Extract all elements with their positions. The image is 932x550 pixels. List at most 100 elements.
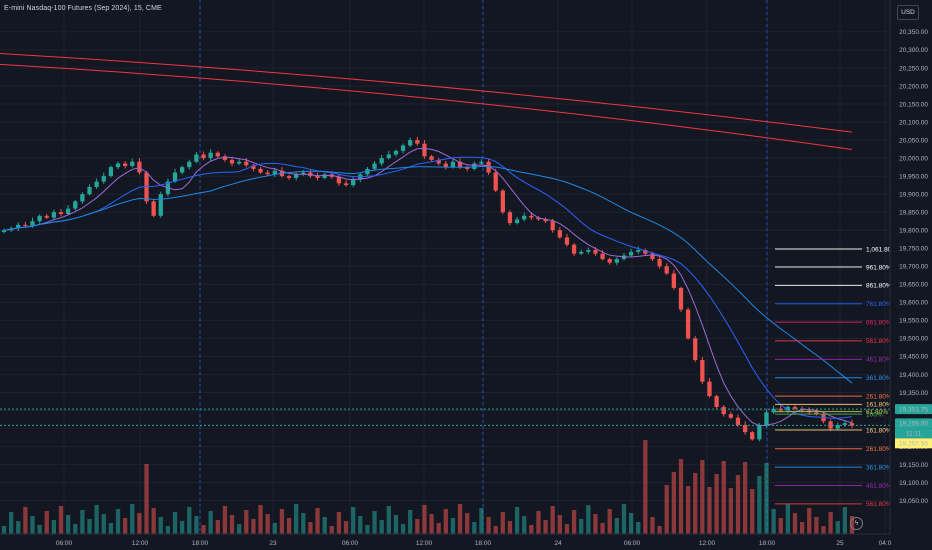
volume-bar [351,507,356,534]
volume-bar [650,517,655,534]
volume-bar [94,505,99,534]
volume-bar [607,509,612,534]
candle [58,212,64,215]
volume-bar [486,517,491,534]
volume-bar [828,512,833,534]
volume-bar [628,513,634,534]
candle [814,412,819,415]
candle [707,381,712,397]
volume-bar [543,520,548,534]
volume-bar [1,526,7,534]
volume-bar [30,516,35,534]
candle [365,168,370,175]
y-tick-label: 19,650.00 [899,282,928,289]
volume-bar [714,474,719,534]
candle [229,159,235,164]
candle [237,161,242,164]
volume-bar [101,514,106,534]
candle [244,161,249,166]
volume-bar [457,504,463,534]
volume-bar [172,512,178,534]
candle [393,150,399,155]
fib-level-label: 100% [866,411,883,418]
volume-bar [579,519,584,534]
volume-bar [479,508,484,534]
volume-bar [8,512,14,534]
volume-bar [415,519,420,534]
candle [450,161,456,168]
volume-bar [707,487,712,534]
candle [415,140,420,144]
volume-bar [785,504,791,534]
volume-bar [87,519,92,534]
candle [272,170,277,175]
candle [586,250,591,252]
volume-bar [386,506,391,534]
volume-bar [329,526,334,534]
x-tick-label: 06:00 [56,540,73,547]
candle [457,161,463,168]
fib-level-label: 761.80% [866,301,892,308]
candle [636,250,641,252]
candle [436,159,441,164]
volume-bar [165,526,171,534]
candle [571,244,577,254]
candle [44,215,49,218]
volume-bar [728,488,733,534]
volume-bar [151,508,156,534]
candle [472,163,477,169]
volume-bar [571,510,577,534]
volume-bar [244,510,249,534]
volume-bar [593,514,598,534]
lightning-icon[interactable]: ϟ [850,517,863,530]
fib-level-label: 861.80% [866,283,892,290]
candle [422,143,427,157]
candle [400,145,406,151]
volume-bar [700,460,705,534]
volume-bar [137,513,142,534]
volume-bar [237,524,242,534]
candle [493,172,498,191]
volume-bar [522,516,527,534]
volume-bar [44,511,49,534]
volume-bar [735,475,741,534]
candle [315,176,320,178]
volume-bar [279,509,285,534]
y-tick-label: 19,850.00 [899,210,928,217]
volume-bar [144,464,149,534]
y-tick-label: 20,300.00 [899,47,928,54]
candle [343,183,349,186]
fib-level-label: 161.80% [866,402,892,409]
candle [628,251,634,256]
volume-bar [500,512,505,534]
candle [693,338,698,361]
volume-bar [308,522,313,534]
volume-bar [557,515,562,534]
volume-bar [493,526,498,534]
candle [685,309,691,339]
candle [721,406,726,415]
y-tick-label: 19,900.00 [899,191,928,198]
y-tick-label: 20,150.00 [899,101,928,108]
volume-bar [764,463,769,534]
candle [172,172,178,182]
candle [750,432,755,440]
y-tick-label: 19,800.00 [899,228,928,235]
candle [479,161,484,164]
candle [144,172,149,202]
countdown-label: 11:11 [906,431,922,438]
volume-bar [343,521,349,534]
price-axis [890,0,932,550]
candle [108,167,114,177]
fib-level-label: 361.80% [866,464,892,471]
currency-button[interactable]: USD [897,5,919,20]
price-tag-upper-bg [895,404,932,415]
ma-purple-line [3,147,853,427]
candle [579,251,584,254]
candle [130,161,135,167]
x-tick-label: 18:00 [475,540,492,547]
candle [443,163,448,168]
y-tick-label: 19,150.00 [899,462,928,469]
x-tick-label: 12:00 [416,540,433,547]
